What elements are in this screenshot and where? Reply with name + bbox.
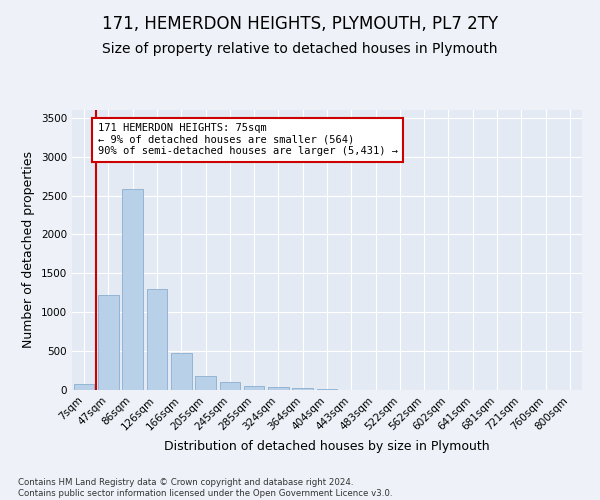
Bar bbox=[171, 352, 191, 390]
Bar bbox=[244, 386, 265, 390]
Text: 171 HEMERDON HEIGHTS: 75sqm
← 9% of detached houses are smaller (564)
90% of sem: 171 HEMERDON HEIGHTS: 75sqm ← 9% of deta… bbox=[97, 123, 398, 156]
X-axis label: Distribution of detached houses by size in Plymouth: Distribution of detached houses by size … bbox=[164, 440, 490, 453]
Bar bbox=[98, 295, 119, 390]
Text: 171, HEMERDON HEIGHTS, PLYMOUTH, PL7 2TY: 171, HEMERDON HEIGHTS, PLYMOUTH, PL7 2TY bbox=[102, 15, 498, 33]
Text: Size of property relative to detached houses in Plymouth: Size of property relative to detached ho… bbox=[102, 42, 498, 56]
Bar bbox=[122, 190, 143, 390]
Bar bbox=[74, 384, 94, 390]
Y-axis label: Number of detached properties: Number of detached properties bbox=[22, 152, 35, 348]
Bar bbox=[268, 386, 289, 390]
Text: Contains HM Land Registry data © Crown copyright and database right 2024.
Contai: Contains HM Land Registry data © Crown c… bbox=[18, 478, 392, 498]
Bar bbox=[195, 376, 216, 390]
Bar bbox=[146, 288, 167, 390]
Bar bbox=[292, 388, 313, 390]
Bar bbox=[220, 382, 240, 390]
Bar bbox=[317, 389, 337, 390]
